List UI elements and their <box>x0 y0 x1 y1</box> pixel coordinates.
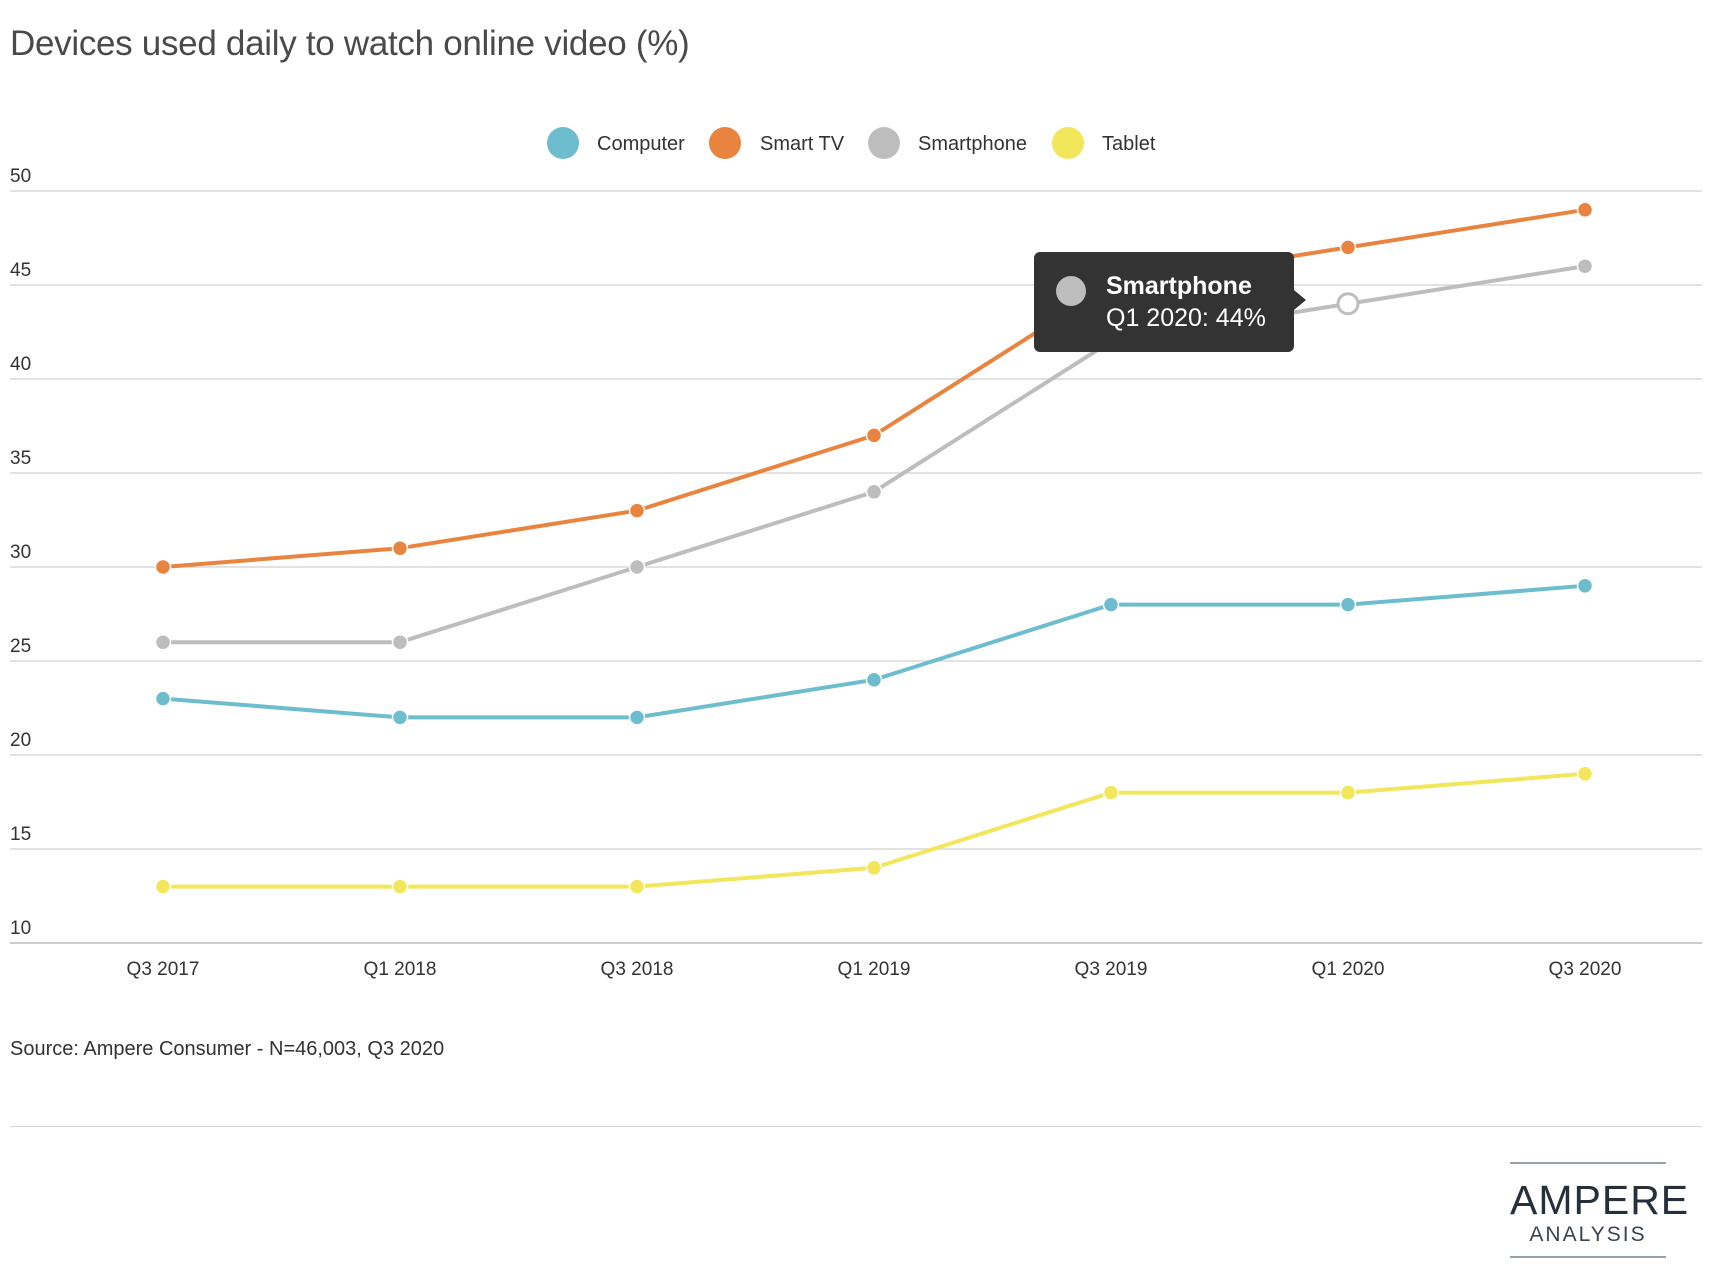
x-tick-label: Q1 2020 <box>1312 959 1385 980</box>
data-point-tablet <box>154 878 172 895</box>
legend-swatch-smart-tv <box>709 127 741 159</box>
x-tick-label: Q3 2018 <box>601 959 674 980</box>
data-point-tablet <box>1339 784 1357 801</box>
series-line-smartphone <box>163 264 1586 645</box>
series-line-computer <box>162 583 1586 720</box>
data-point-computer <box>1102 596 1120 613</box>
data-point-computer <box>154 690 172 707</box>
series-lines <box>162 207 1586 889</box>
data-point-smartphone <box>1576 257 1594 275</box>
data-point-smartphone <box>865 483 883 501</box>
legend-label-smart-tv: Smart TV <box>760 133 845 155</box>
data-point-smartphone <box>154 633 172 651</box>
tooltip: Smartphone Q1 2020: 44% <box>1034 252 1294 352</box>
tooltip-value: Q1 2020: 44% <box>1106 304 1266 332</box>
tooltip-series-name: Smartphone <box>1106 272 1252 300</box>
data-point-smart-tv <box>628 502 646 519</box>
data-point-smartphone <box>391 633 409 651</box>
footer-divider <box>10 1126 1702 1127</box>
logo-subtitle: ANALYSIS <box>1529 1223 1647 1246</box>
source-note: Source: Ampere Consumer - N=46,003, Q3 2… <box>10 1038 445 1060</box>
data-point-smart-tv <box>391 539 409 557</box>
data-point-smartphone <box>628 558 646 576</box>
x-tick-label: Q1 2019 <box>838 959 911 980</box>
data-point-tablet <box>391 878 409 895</box>
data-point-smart-tv <box>1576 201 1594 219</box>
legend-label-tablet: Tablet <box>1102 133 1156 155</box>
y-tick-label-40: 40 <box>10 354 31 375</box>
y-tick-label-15: 15 <box>10 824 31 845</box>
y-tick-label-50: 50 <box>10 166 31 187</box>
data-point-computer <box>1339 596 1357 613</box>
legend-swatch-computer <box>547 127 579 159</box>
data-point-tablet <box>628 878 646 895</box>
y-tick-label-25: 25 <box>10 636 31 657</box>
y-tick-label-10: 10 <box>10 918 31 939</box>
y-tick-label-45: 45 <box>10 260 31 281</box>
logo-top-rule <box>1510 1162 1666 1164</box>
logo-bottom-rule <box>1510 1256 1666 1258</box>
legend-swatch-smartphone <box>868 127 900 159</box>
data-point-tablet <box>1102 784 1120 801</box>
tooltip-series-dot <box>1056 276 1086 306</box>
data-point-smart-tv <box>865 427 883 444</box>
legend-label-smartphone: Smartphone <box>918 133 1027 155</box>
ampere-analysis-logo: AMPERE ANALYSIS <box>1510 1162 1690 1258</box>
x-tick-label: Q3 2019 <box>1075 959 1148 980</box>
series-line-smart-tv <box>162 207 1586 569</box>
logo-wordmark: AMPERE <box>1510 1177 1690 1223</box>
tooltip-arrow <box>1294 290 1306 310</box>
data-point-computer <box>1576 577 1594 595</box>
y-axis-ticks: 10 15 20 25 30 35 40 45 50 <box>10 166 31 939</box>
data-point-computer <box>865 671 883 689</box>
data-point-computer <box>391 709 409 726</box>
y-tick-label-30: 30 <box>10 542 31 563</box>
data-point-smart-tv <box>1339 239 1357 256</box>
data-point-tablet <box>1576 765 1594 783</box>
legend-swatch-tablet <box>1052 127 1084 159</box>
legend: Computer Smart TV Smartphone Tablet <box>547 127 1156 159</box>
data-point-computer <box>628 709 646 726</box>
gridlines <box>10 190 1702 944</box>
x-tick-label: Q3 2017 <box>127 959 200 980</box>
line-chart: 10 15 20 25 30 35 40 45 50 Q3 2017 Q1 2018 Q3 2018… <box>10 127 1702 980</box>
data-point-smart-tv <box>154 558 172 576</box>
legend-label-computer: Computer <box>597 133 685 155</box>
x-axis-ticks: Q3 2017 Q1 2018 Q3 2018 Q1 2019 Q3 2019 Q1 20… <box>127 959 1622 980</box>
x-tick-label: Q3 2020 <box>1549 959 1622 980</box>
y-tick-label-20: 20 <box>10 730 31 751</box>
data-point-smartphone-highlighted <box>1336 292 1360 316</box>
x-tick-label: Q1 2018 <box>364 959 437 980</box>
chart-title: Devices used daily to watch online video… <box>10 24 690 63</box>
data-point-tablet <box>865 859 883 877</box>
y-tick-label-35: 35 <box>10 448 31 469</box>
